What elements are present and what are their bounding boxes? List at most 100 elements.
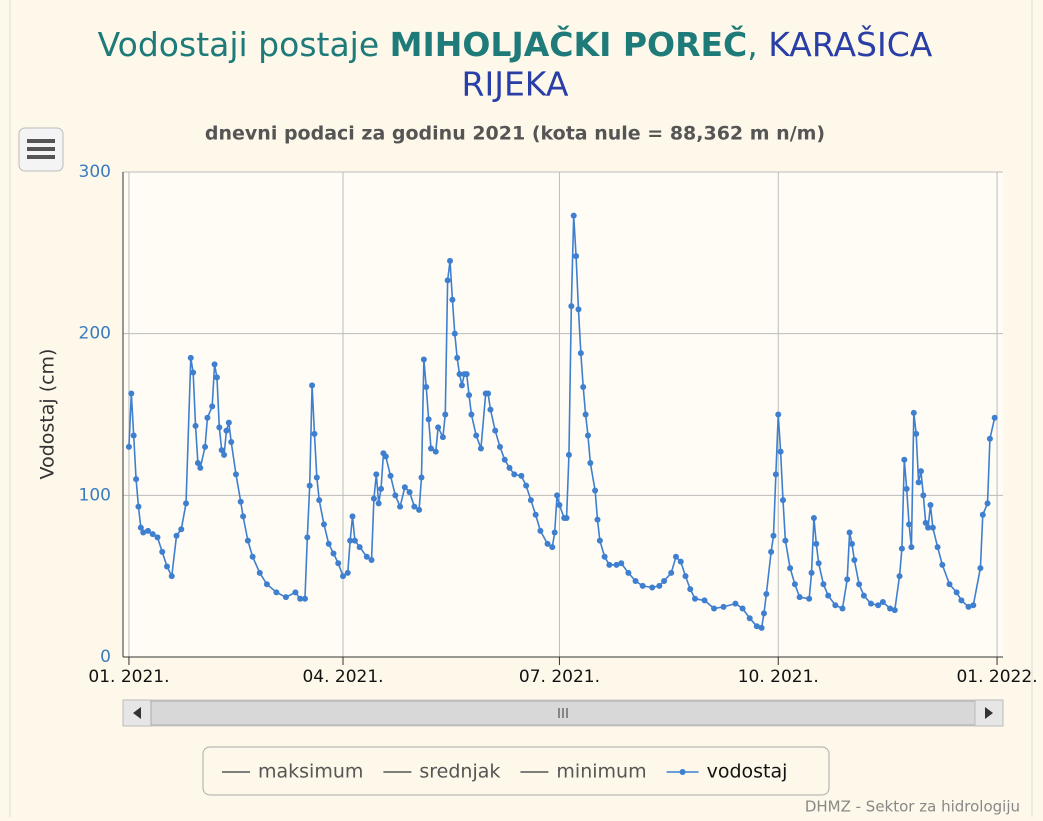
point: [930, 525, 936, 531]
point: [759, 625, 765, 631]
point: [906, 521, 912, 527]
point: [851, 557, 857, 563]
point: [587, 460, 593, 466]
point: [407, 489, 413, 495]
point: [849, 541, 855, 547]
title-part: Vodostaji postaje: [98, 25, 390, 64]
x-tick-label: 04. 2021.: [302, 667, 383, 687]
point: [178, 526, 184, 532]
point: [335, 560, 341, 566]
point: [554, 492, 560, 498]
point: [992, 415, 998, 421]
point: [371, 496, 377, 502]
point: [761, 610, 767, 616]
point: [564, 515, 570, 521]
point: [128, 390, 134, 396]
point: [485, 390, 491, 396]
point: [692, 596, 698, 602]
point: [678, 559, 684, 565]
point: [585, 433, 591, 439]
point: [640, 583, 646, 589]
point: [820, 581, 826, 587]
x-tick-label: 07. 2021.: [519, 667, 600, 687]
point: [763, 591, 769, 597]
point: [492, 428, 498, 434]
point: [133, 476, 139, 482]
point: [832, 602, 838, 608]
x-tick-label: 10. 2021.: [738, 667, 819, 687]
legend-label: maksimum: [258, 761, 363, 783]
title-station: MIHOLJAČKI POREČ: [390, 24, 748, 64]
point: [571, 213, 577, 219]
point: [913, 431, 919, 437]
point: [797, 594, 803, 600]
point: [792, 581, 798, 587]
point: [583, 412, 589, 418]
point: [388, 473, 394, 479]
plot-area: [123, 172, 1003, 657]
point: [597, 538, 603, 544]
point: [806, 596, 812, 602]
point: [768, 549, 774, 555]
point: [487, 407, 493, 413]
point: [897, 573, 903, 579]
point: [418, 475, 424, 481]
point: [977, 565, 983, 571]
point: [782, 538, 788, 544]
point: [478, 445, 484, 451]
point: [958, 597, 964, 603]
point: [770, 533, 776, 539]
point: [740, 606, 746, 612]
legend-label: srednjak: [419, 761, 500, 783]
point: [445, 277, 451, 283]
point: [904, 486, 910, 492]
point: [901, 457, 907, 463]
point: [193, 423, 199, 429]
point: [447, 258, 453, 264]
point: [223, 428, 229, 434]
point: [780, 497, 786, 503]
point: [154, 534, 160, 540]
point: [352, 538, 358, 544]
point: [920, 492, 926, 498]
point: [292, 589, 298, 595]
legend-label: vodostaj: [707, 761, 788, 783]
point: [939, 562, 945, 568]
point: [556, 502, 562, 508]
point: [159, 549, 165, 555]
point: [633, 578, 639, 584]
y-tick-label: 100: [79, 485, 111, 505]
point: [918, 468, 924, 474]
point: [511, 471, 517, 477]
point: [202, 444, 208, 450]
x-tick-label: 01. 2022.: [956, 667, 1037, 687]
title-part: ,: [747, 25, 768, 64]
title-river: RIJEKA: [462, 65, 569, 104]
point: [747, 615, 753, 621]
point: [378, 486, 384, 492]
scrollbar[interactable]: [123, 700, 1003, 726]
point: [302, 596, 308, 602]
point: [856, 581, 862, 587]
point: [537, 528, 543, 534]
point: [214, 374, 220, 380]
point: [169, 573, 175, 579]
point: [682, 573, 688, 579]
point: [711, 606, 717, 612]
point: [839, 606, 845, 612]
menu-button[interactable]: [19, 128, 63, 171]
point: [402, 484, 408, 490]
menu-icon: [27, 139, 55, 143]
page: Vodostaji postaje MIHOLJAČKI POREČ, KARA…: [0, 0, 1043, 817]
point: [188, 355, 194, 361]
point: [506, 465, 512, 471]
point: [197, 465, 203, 471]
point: [861, 593, 867, 599]
point: [240, 513, 246, 519]
point: [245, 538, 251, 544]
point: [233, 471, 239, 477]
point: [376, 500, 382, 506]
point: [892, 607, 898, 613]
point: [304, 534, 310, 540]
point: [283, 594, 289, 600]
